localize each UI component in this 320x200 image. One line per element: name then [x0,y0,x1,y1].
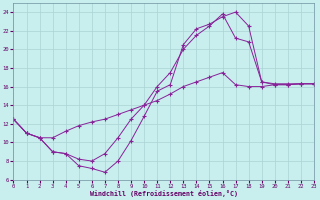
X-axis label: Windchill (Refroidissement éolien,°C): Windchill (Refroidissement éolien,°C) [90,190,238,197]
